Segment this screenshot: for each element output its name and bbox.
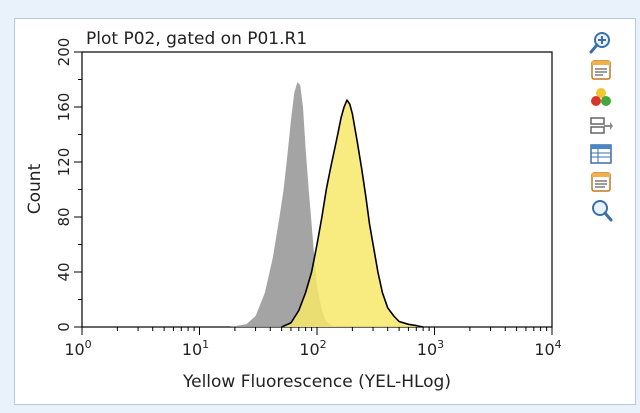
plot-properties-button[interactable] [587, 56, 615, 84]
add-overlay-icon [590, 117, 613, 134]
histogram-series-2-line [281, 99, 424, 328]
y-tick-label: 200 [55, 38, 73, 67]
statistics-table-button[interactable] [587, 140, 615, 168]
color-palette-button[interactable] [587, 84, 615, 112]
x-tick-label: 104 [534, 338, 561, 359]
plot-title: Plot P02, gated on P01.R1 [86, 29, 307, 49]
x-tick-label: 101 [182, 338, 209, 359]
y-tick-label: 120 [55, 148, 73, 177]
statistics-table-icon [590, 144, 612, 164]
x-tick-label: 102 [299, 338, 326, 359]
x-axis: 100 101 102 103 104 [64, 327, 562, 359]
add-overlay-button[interactable] [587, 112, 615, 140]
color-palette-icon [591, 88, 611, 106]
y-tick-label: 160 [55, 93, 73, 122]
zoom-in-button[interactable] [587, 28, 615, 56]
histogram-series-2-fill [281, 100, 424, 327]
plot-settings-icon [591, 172, 611, 192]
x-axis-label: Yellow Fluorescence (YEL-HLog) [182, 372, 451, 392]
x-tick-label: 100 [64, 338, 91, 359]
zoom-out-button[interactable] [587, 196, 615, 224]
y-tick-label: 0 [55, 322, 73, 332]
y-tick-label: 40 [55, 262, 73, 281]
zoom-out-icon [592, 200, 613, 222]
plot-toolbar [584, 28, 618, 224]
series-layer [229, 82, 424, 328]
plot-properties-icon [591, 60, 611, 80]
plot-settings-button[interactable] [587, 168, 615, 196]
x-tick-label: 103 [417, 338, 444, 359]
y-axis-label: Count [25, 163, 45, 214]
y-axis: 0 40 80 120 160 200 [55, 38, 82, 332]
histogram-series-1-fill [229, 82, 338, 327]
y-tick-label: 80 [55, 207, 73, 226]
zoom-in-icon [589, 32, 610, 54]
